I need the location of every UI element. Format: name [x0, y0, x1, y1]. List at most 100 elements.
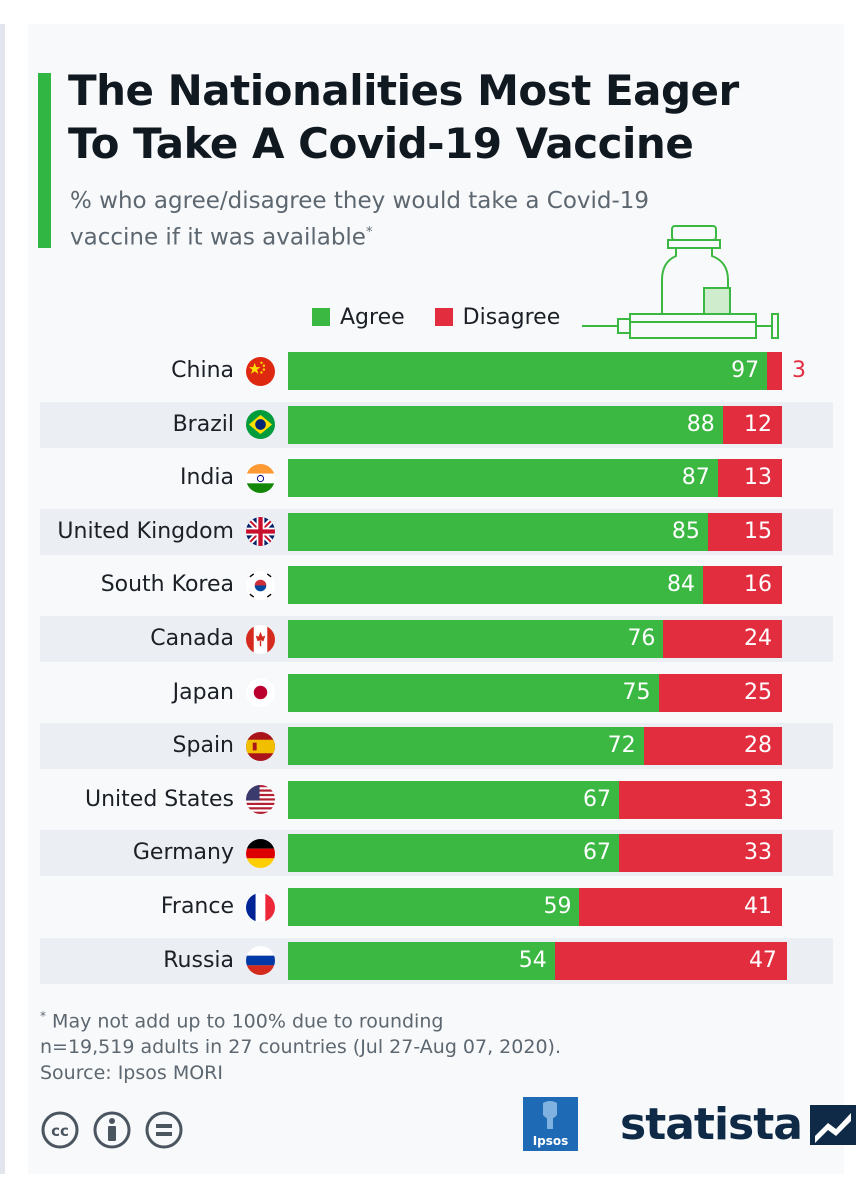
chart-legend: Agree Disagree [312, 302, 590, 332]
bar-disagree-russia [554, 941, 787, 980]
bar-disagree-india [717, 459, 782, 498]
attribution-icon[interactable] [92, 1110, 132, 1150]
value-agree-india: 87 [681, 465, 710, 491]
country-label-china: China [171, 358, 234, 383]
ipsos-mark-icon [543, 1101, 557, 1129]
flag-spain-icon [246, 731, 275, 761]
bar-disagree-south-korea [702, 566, 782, 605]
country-label-brazil: Brazil [172, 411, 234, 437]
country-label-united-kingdom: United Kingdom [57, 518, 234, 544]
country-label-japan: Japan [172, 679, 234, 705]
legend-label-disagree: Disagree [462, 304, 561, 330]
bar-disagree-united-states [618, 780, 782, 819]
country-label-spain: Spain [172, 733, 234, 759]
value-agree-united-states: 67 [582, 786, 611, 812]
value-disagree-india: 13 [744, 465, 772, 491]
subtitle-line-2: vaccine if it was available [70, 224, 366, 251]
country-label-russia: Russia [163, 947, 234, 973]
svg-text:cc: cc [51, 1122, 69, 1140]
country-label-germany: Germany [132, 840, 234, 866]
country-label-united-states: United States [85, 786, 234, 812]
flag-south-korea-icon [246, 570, 275, 600]
bar-agree-france [288, 888, 580, 926]
value-disagree-japan: 25 [744, 679, 772, 705]
flag-japan-icon [246, 678, 275, 708]
footnote-asterisk: * [40, 1009, 46, 1023]
bar-agree-south-korea [288, 566, 703, 605]
value-agree-south-korea: 84 [666, 572, 695, 598]
flag-united-kingdom-icon [246, 517, 275, 547]
value-agree-spain: 72 [607, 733, 636, 759]
flag-germany-icon [246, 838, 275, 868]
legend-item-disagree: Disagree [434, 304, 561, 330]
country-label-canada: Canada [150, 626, 234, 651]
bar-agree-united-kingdom [288, 512, 708, 551]
statista-wordmark: statista [620, 1099, 803, 1150]
bar-agree-germany [288, 834, 619, 873]
flag-france-icon [246, 892, 275, 922]
bar-agree-brazil [288, 405, 723, 444]
bar-agree-japan [288, 673, 659, 712]
title-accent-bar [38, 73, 51, 248]
value-agree-china: 97 [731, 358, 760, 383]
value-disagree-south-korea: 16 [744, 572, 772, 598]
bar-agree-united-states [288, 780, 619, 819]
value-agree-brazil: 88 [686, 411, 715, 437]
value-agree-canada: 76 [627, 626, 656, 651]
value-disagree-russia: 47 [748, 947, 777, 973]
value-disagree-brazil: 12 [744, 411, 772, 437]
flag-india-icon [246, 463, 275, 493]
footnote-sample: n=19,519 adults in 27 countries (Jul 27-… [40, 1036, 561, 1059]
license-icons: cc [40, 1110, 196, 1150]
legend-label-agree: Agree [340, 304, 405, 330]
bar-agree-china [288, 352, 768, 390]
flag-brazil-icon [246, 410, 275, 440]
bar-disagree-japan [658, 673, 782, 712]
bar-agree-russia [288, 941, 555, 980]
value-disagree-united-states: 33 [744, 786, 772, 812]
value-disagree-united-kingdom: 15 [744, 518, 772, 544]
ipsos-logo-text: Ipsos [532, 1134, 569, 1148]
value-agree-france: 59 [543, 894, 572, 919]
creative-commons-icon[interactable]: cc [40, 1110, 80, 1150]
vaccine-syringe-icon [582, 225, 779, 339]
legend-item-agree: Agree [312, 305, 405, 330]
footnote-source: Source: Ipsos MORI [40, 1062, 223, 1085]
flag-united-states-icon [246, 785, 275, 815]
value-disagree-canada: 24 [744, 626, 772, 651]
legend-swatch-disagree [434, 308, 453, 326]
bar-disagree-spain [643, 727, 782, 766]
bar-disagree-canada [663, 620, 782, 658]
no-derivatives-icon[interactable] [144, 1110, 184, 1150]
value-agree-germany: 67 [582, 840, 611, 866]
page-edge-strip [0, 24, 5, 1174]
country-label-south-korea: South Korea [100, 572, 234, 598]
chart-subtitle: % who agree/disagree they would take a C… [70, 186, 730, 254]
country-label-france: France [160, 894, 234, 919]
flag-canada-icon [246, 624, 275, 654]
value-disagree-china: 3 [792, 358, 806, 383]
country-label-india: India [180, 465, 234, 491]
footnote-rounding: * May not add up to 100% due to rounding [40, 1003, 561, 1034]
bar-agree-canada [288, 620, 664, 658]
bar-disagree-france [579, 888, 782, 926]
subtitle-asterisk: * [365, 225, 373, 240]
value-agree-united-kingdom: 85 [671, 518, 700, 544]
bar-disagree-brazil [722, 405, 782, 444]
statista-mark-icon [809, 1105, 856, 1145]
ipsos-logo: Ipsos [523, 1097, 578, 1151]
bar-agree-india [288, 459, 718, 498]
statista-logo: statista [620, 1098, 856, 1152]
bar-agree-spain [288, 727, 644, 766]
bar-disagree-united-kingdom [707, 512, 782, 551]
title-line-2: To Take A Covid-19 Vaccine [68, 119, 694, 168]
value-disagree-germany: 33 [744, 840, 772, 866]
title-line-1: The Nationalities Most Eager [68, 66, 739, 115]
value-agree-russia: 54 [518, 947, 547, 973]
value-disagree-spain: 28 [744, 733, 772, 759]
footnote-rounding-text: May not add up to 100% due to rounding [52, 1010, 444, 1033]
chart-title: The Nationalities Most Eager To Take A C… [68, 64, 828, 170]
flag-china-icon [246, 356, 275, 386]
value-disagree-france: 41 [744, 894, 772, 919]
legend-swatch-agree [312, 308, 330, 326]
